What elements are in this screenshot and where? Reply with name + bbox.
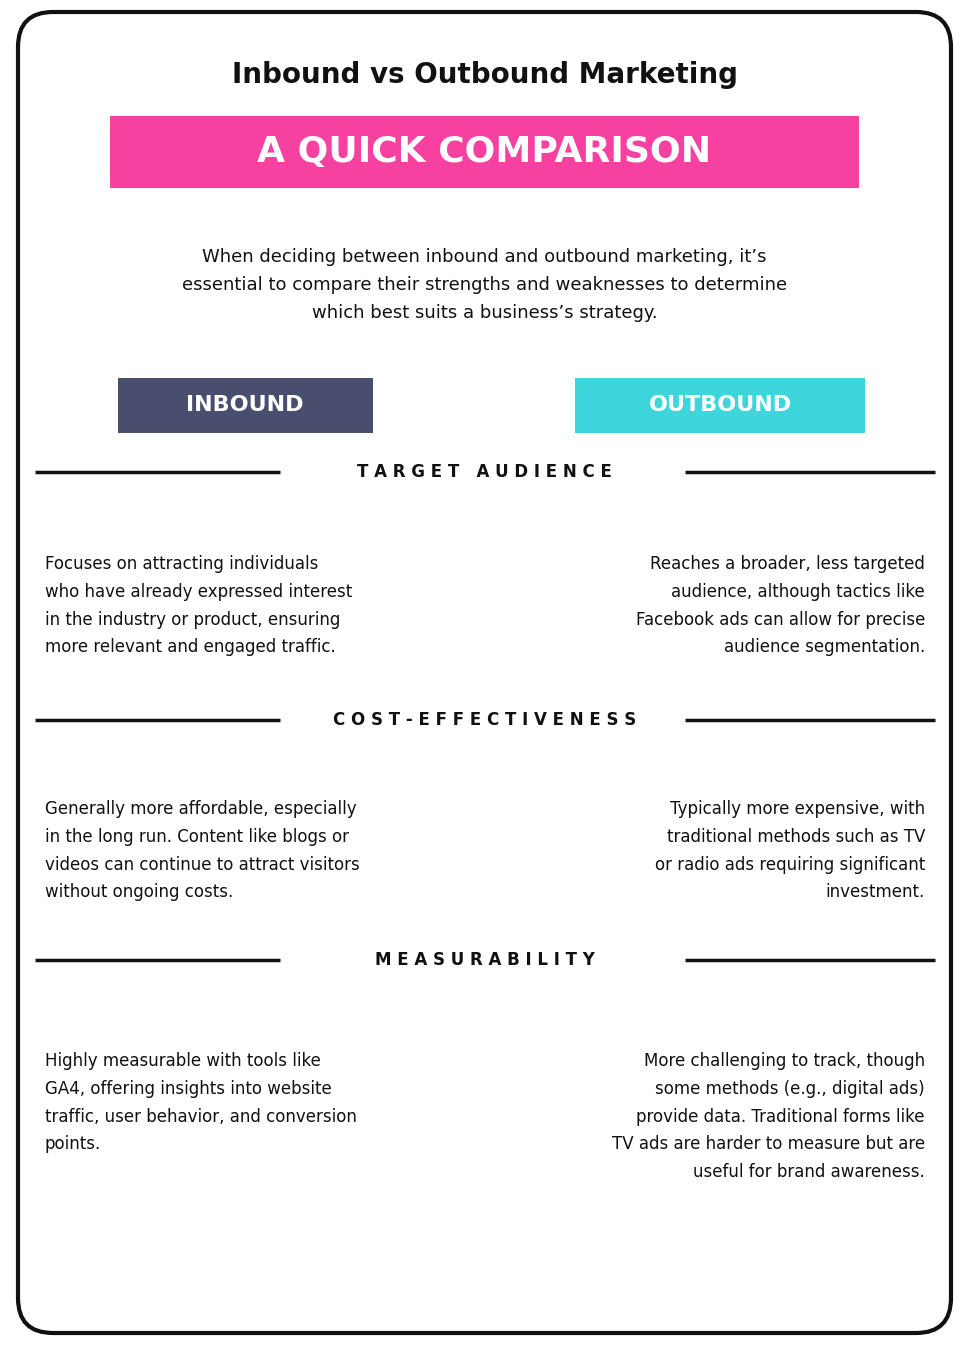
Text: T A R G E T   A U D I E N C E: T A R G E T A U D I E N C E	[357, 463, 612, 482]
FancyBboxPatch shape	[117, 378, 372, 433]
Text: Typically more expensive, with
traditional methods such as TV
or radio ads requi: Typically more expensive, with tradition…	[655, 800, 925, 901]
Text: C O S T - E F F E C T I V E N E S S: C O S T - E F F E C T I V E N E S S	[333, 712, 636, 729]
Text: M E A S U R A B I L I T Y: M E A S U R A B I L I T Y	[375, 951, 594, 968]
FancyBboxPatch shape	[575, 378, 865, 433]
FancyBboxPatch shape	[18, 12, 951, 1333]
FancyBboxPatch shape	[110, 116, 859, 188]
Text: Highly measurable with tools like
GA4, offering insights into website
traffic, u: Highly measurable with tools like GA4, o…	[45, 1052, 357, 1154]
Text: Generally more affordable, especially
in the long run. Content like blogs or
vid: Generally more affordable, especially in…	[45, 800, 359, 901]
Text: Inbound vs Outbound Marketing: Inbound vs Outbound Marketing	[232, 61, 737, 89]
Text: Focuses on attracting individuals
who have already expressed interest
in the ind: Focuses on attracting individuals who ha…	[45, 555, 353, 656]
Text: OUTBOUND: OUTBOUND	[648, 395, 792, 416]
Text: A QUICK COMPARISON: A QUICK COMPARISON	[258, 134, 711, 169]
Text: When deciding between inbound and outbound marketing, it’s
essential to compare : When deciding between inbound and outbou…	[182, 247, 787, 323]
Text: Reaches a broader, less targeted
audience, although tactics like
Facebook ads ca: Reaches a broader, less targeted audienc…	[636, 555, 925, 656]
Text: INBOUND: INBOUND	[186, 395, 303, 416]
Text: More challenging to track, though
some methods (e.g., digital ads)
provide data.: More challenging to track, though some m…	[611, 1052, 925, 1181]
